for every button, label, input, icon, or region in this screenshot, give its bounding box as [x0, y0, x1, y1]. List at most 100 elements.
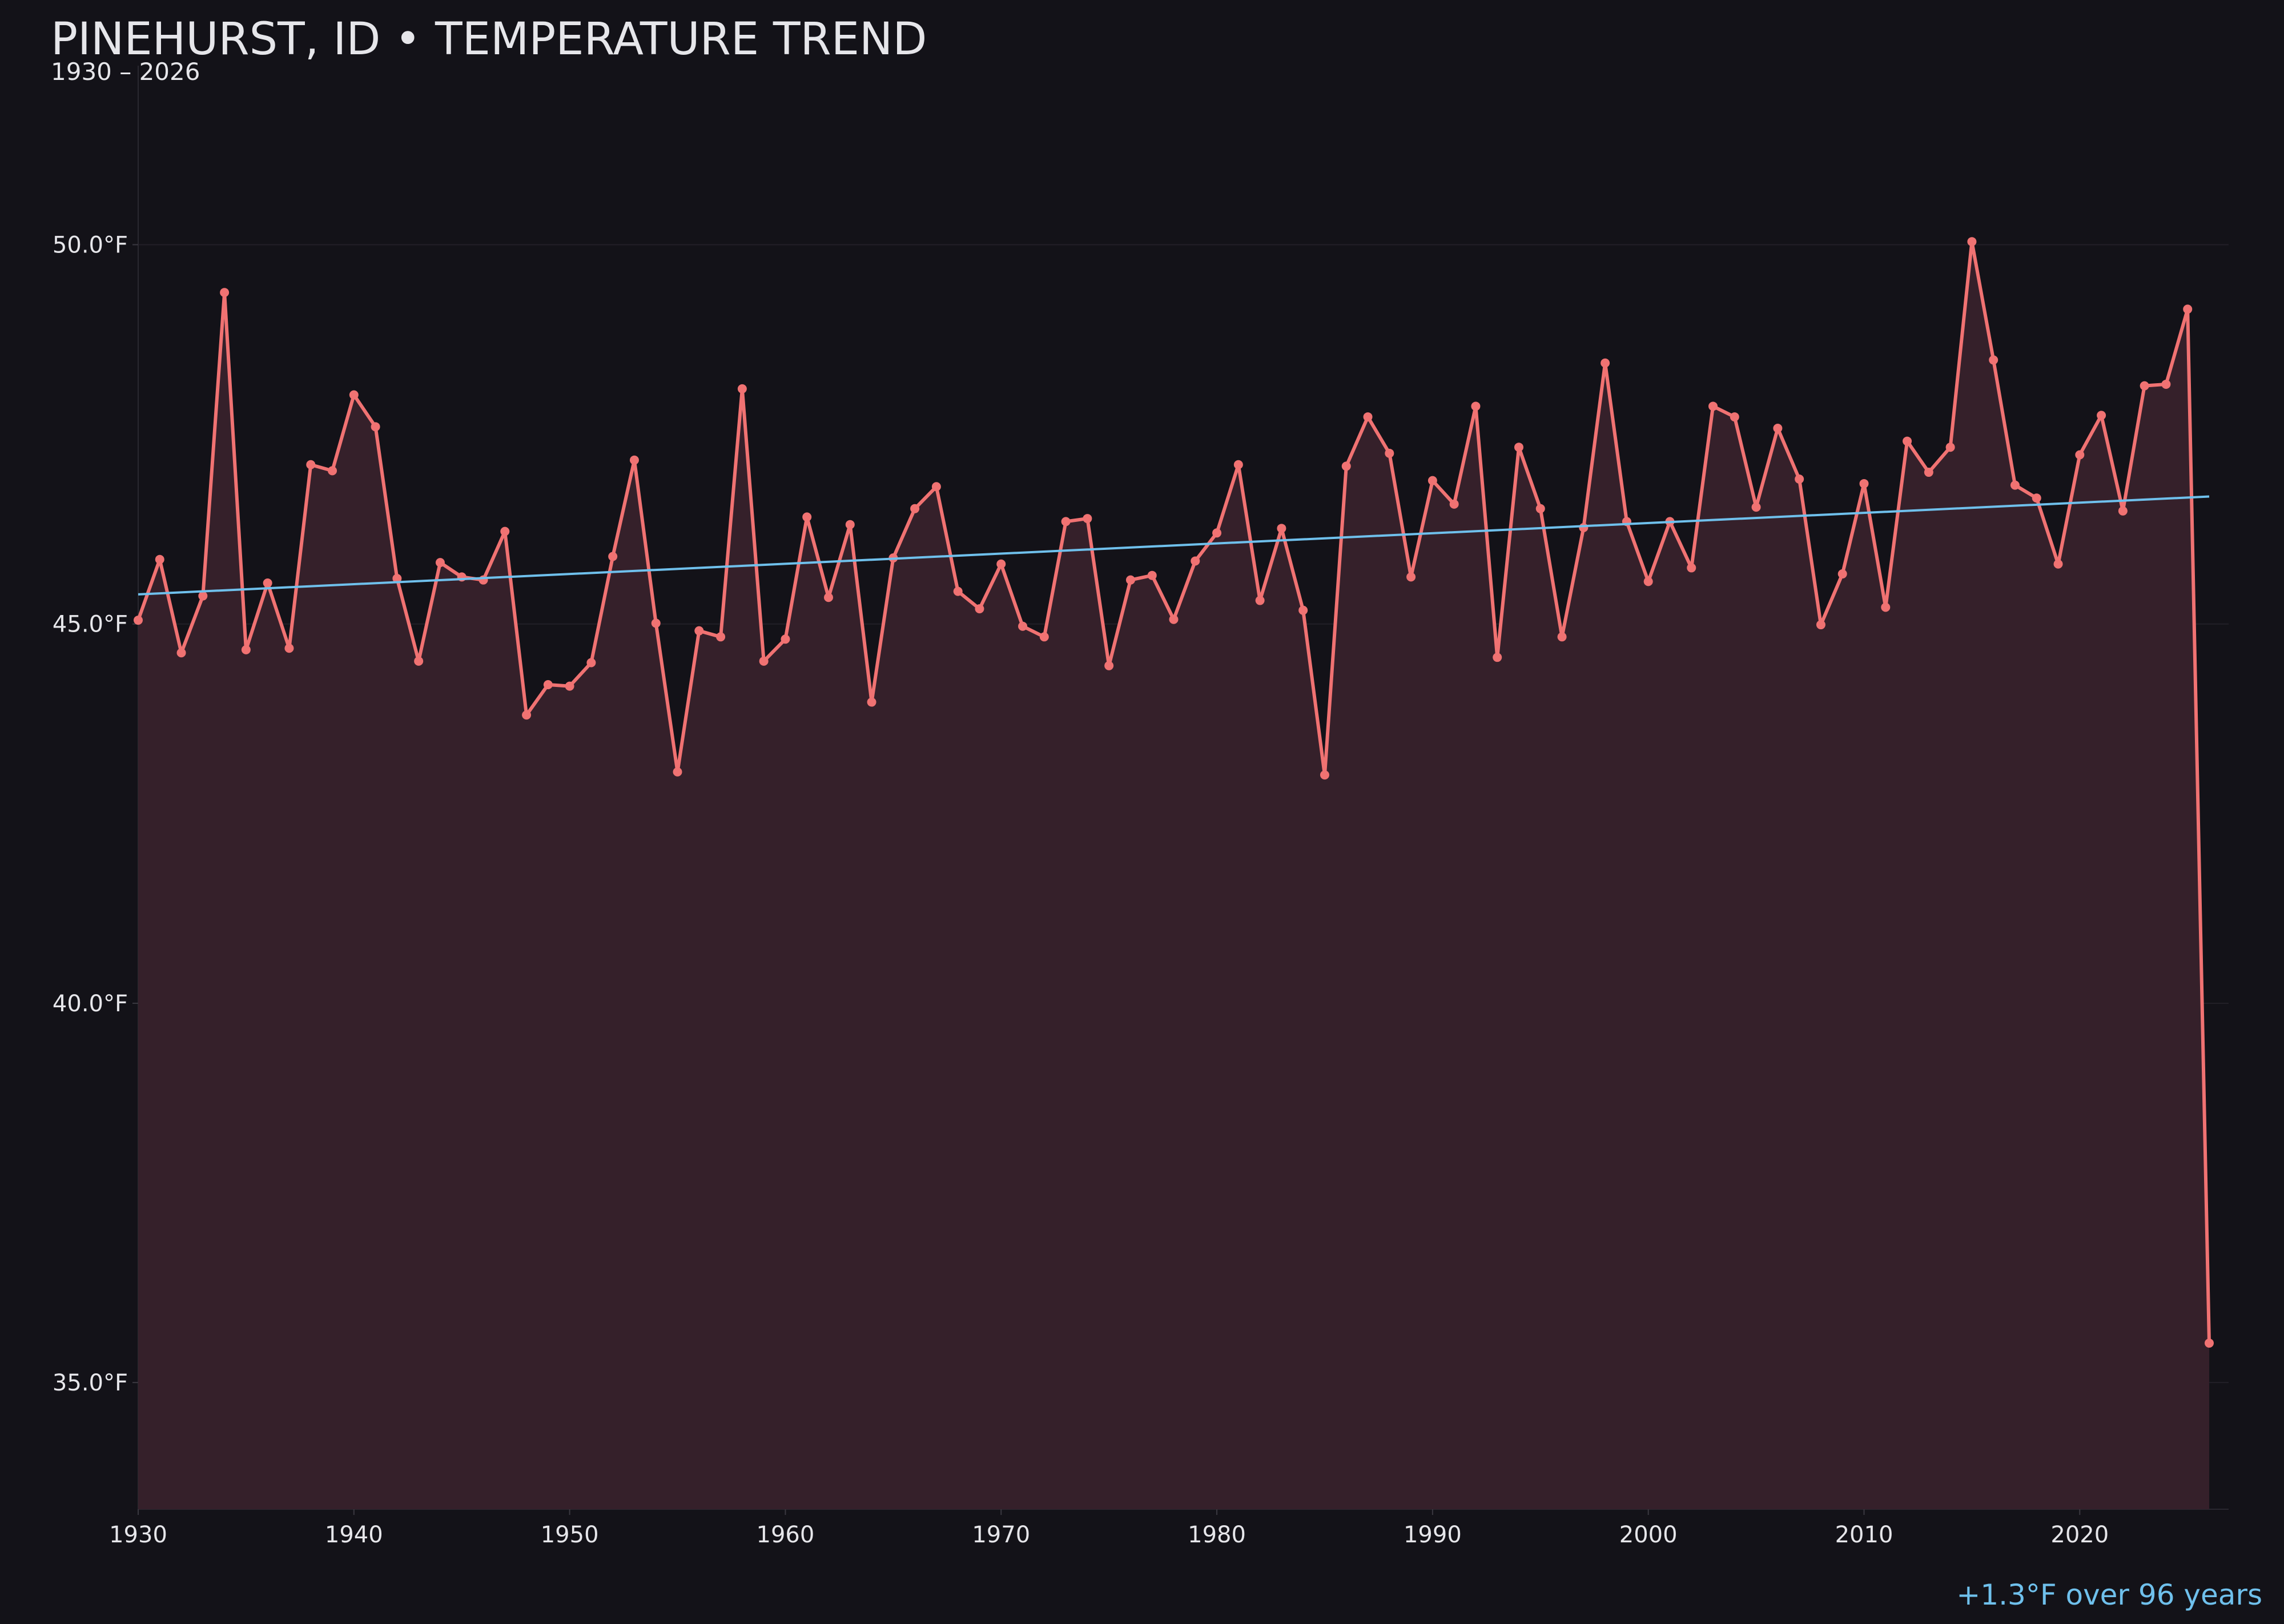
point: [608, 552, 618, 561]
point: [716, 632, 726, 642]
point: [522, 710, 532, 720]
point: [975, 604, 984, 614]
point: [1471, 401, 1481, 411]
point: [1298, 605, 1308, 615]
point: [1751, 503, 1761, 512]
point: [435, 558, 445, 568]
point: [1039, 632, 1049, 642]
point: [586, 658, 596, 668]
x-tick-label: 2010: [1835, 1522, 1893, 1548]
point: [2075, 450, 2085, 460]
point: [845, 520, 855, 529]
point: [134, 616, 143, 625]
point: [1989, 355, 1998, 365]
point: [1708, 401, 1718, 411]
point: [651, 618, 661, 628]
point: [910, 504, 920, 513]
point: [1945, 443, 1955, 452]
point: [1557, 632, 1567, 642]
x-tick-label: 1980: [1188, 1522, 1246, 1548]
point: [1320, 770, 1329, 780]
x-tick-label: 2020: [2050, 1522, 2109, 1548]
chart-subtitle: 1930 – 2026: [51, 58, 200, 86]
chart-title: PINEHURST, ID • TEMPERATURE TREND: [51, 14, 927, 65]
point: [1730, 412, 1739, 422]
point: [931, 482, 941, 492]
point: [1018, 621, 1028, 631]
area: [138, 242, 2209, 1509]
point: [1687, 563, 1696, 573]
trend-annotation: +1.3°F over 96 years: [1956, 1578, 2262, 1611]
point: [1859, 479, 1869, 488]
x-tick-label: 2000: [1619, 1522, 1678, 1548]
point: [2140, 381, 2149, 391]
point: [1277, 524, 1286, 533]
point: [414, 656, 424, 666]
point: [759, 656, 769, 666]
point: [823, 593, 833, 602]
x-tick-label: 1950: [541, 1522, 599, 1548]
point: [1449, 499, 1459, 509]
x-tick-label: 1960: [757, 1522, 815, 1548]
point: [284, 644, 294, 653]
point: [198, 591, 208, 601]
point: [1816, 620, 1825, 630]
point: [1837, 569, 1847, 579]
point: [2097, 411, 2106, 420]
point: [1643, 577, 1653, 586]
point: [1104, 661, 1114, 670]
point: [1406, 572, 1416, 582]
y-tick-label: 35.0°F: [53, 1370, 128, 1396]
point: [500, 526, 510, 536]
point: [2161, 379, 2171, 389]
point: [155, 554, 164, 564]
point: [478, 575, 488, 585]
point: [2118, 506, 2128, 516]
y-tick-label: 40.0°F: [53, 991, 128, 1017]
point: [996, 559, 1006, 569]
x-tick-label: 1990: [1404, 1522, 1462, 1548]
point: [2010, 480, 2020, 490]
point: [241, 645, 251, 654]
trend-line: [138, 495, 2210, 596]
point: [781, 634, 790, 644]
point: [1083, 514, 1092, 524]
point: [1903, 436, 1912, 446]
point: [1169, 614, 1179, 624]
point: [1535, 504, 1545, 513]
x-tick-label: 1940: [325, 1522, 383, 1548]
point: [371, 422, 380, 432]
point: [953, 586, 963, 596]
point: [1255, 596, 1265, 605]
point: [1795, 474, 1804, 484]
point: [1212, 528, 1222, 538]
y-tick-label: 50.0°F: [53, 232, 128, 259]
point: [565, 681, 574, 691]
point: [306, 460, 316, 469]
point: [1233, 460, 1243, 469]
point: [673, 767, 682, 777]
point: [263, 578, 272, 588]
point: [1341, 461, 1351, 471]
point: [1579, 523, 1589, 533]
point: [1773, 423, 1783, 433]
point: [2053, 559, 2063, 569]
point: [1881, 602, 1891, 612]
point: [1061, 517, 1071, 526]
point: [737, 384, 747, 393]
point: [1147, 570, 1157, 580]
point: [1427, 476, 1437, 485]
point: [1514, 443, 1523, 452]
point: [1363, 412, 1373, 422]
point: [220, 288, 230, 298]
point: [392, 574, 402, 584]
point: [629, 455, 639, 465]
point: [867, 697, 876, 707]
point: [1967, 237, 1977, 247]
point: [802, 512, 812, 522]
point: [2183, 304, 2193, 314]
y-tick-label: 45.0°F: [53, 612, 128, 638]
point: [176, 648, 186, 658]
point: [1125, 575, 1135, 585]
